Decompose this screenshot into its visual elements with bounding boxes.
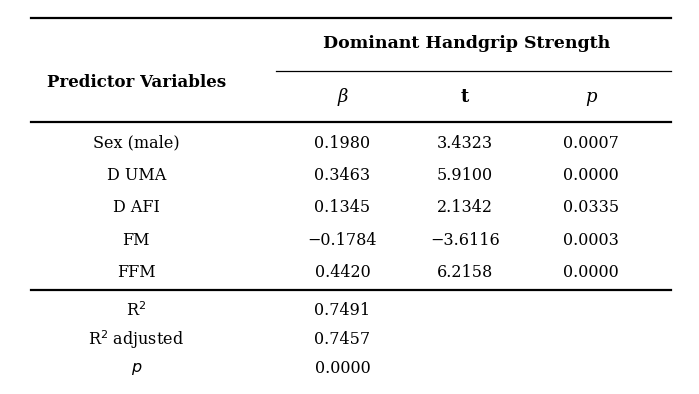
Text: 0.4420: 0.4420 [315,264,370,281]
Text: 0.1345: 0.1345 [315,199,370,216]
Text: Dominant Handgrip Strength: Dominant Handgrip Strength [323,35,610,52]
Text: 5.9100: 5.9100 [437,167,493,184]
Text: 0.0003: 0.0003 [563,232,619,249]
Text: 0.0000: 0.0000 [563,167,619,184]
Text: Predictor Variables: Predictor Variables [47,74,226,91]
Text: FFM: FFM [117,264,156,281]
Text: 6.2158: 6.2158 [437,264,493,281]
Text: −0.1784: −0.1784 [308,232,377,249]
Text: R$^2$: R$^2$ [127,301,146,320]
Text: 0.0000: 0.0000 [315,361,370,377]
Text: t: t [461,87,469,106]
Text: β: β [338,87,347,106]
Text: D UMA: D UMA [107,167,166,184]
Text: 3.4323: 3.4323 [437,135,493,152]
Text: −3.6116: −3.6116 [430,232,500,249]
Text: D AFI: D AFI [113,199,160,216]
Text: 0.0335: 0.0335 [563,199,619,216]
Text: 0.0007: 0.0007 [563,135,619,152]
Text: 2.1342: 2.1342 [437,199,493,216]
Text: R$^2$ adjusted: R$^2$ adjusted [88,328,185,351]
Text: 0.0000: 0.0000 [563,264,619,281]
Text: 0.3463: 0.3463 [315,167,370,184]
Text: 0.1980: 0.1980 [315,135,370,152]
Text: 0.7491: 0.7491 [315,302,370,319]
Text: p: p [585,87,596,106]
Text: 0.7457: 0.7457 [315,331,370,348]
Text: Sex (male): Sex (male) [93,135,180,152]
Text: $p$: $p$ [131,361,142,377]
Text: FM: FM [122,232,150,249]
